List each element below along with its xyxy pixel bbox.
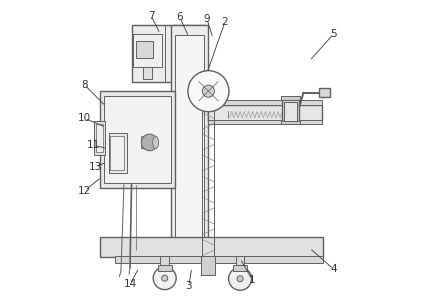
Text: 5: 5 — [330, 29, 337, 39]
Text: 11: 11 — [87, 141, 100, 151]
Ellipse shape — [153, 136, 159, 148]
Bar — [96, 124, 103, 152]
Bar — [208, 105, 321, 121]
Ellipse shape — [141, 134, 158, 151]
Bar — [133, 34, 162, 67]
Text: 4: 4 — [330, 264, 337, 274]
Text: 6: 6 — [176, 12, 183, 22]
Bar — [281, 121, 301, 124]
Text: 9: 9 — [204, 14, 210, 24]
Bar — [171, 25, 208, 257]
Text: 7: 7 — [148, 11, 155, 21]
Circle shape — [153, 267, 176, 290]
Bar — [160, 255, 169, 268]
Circle shape — [237, 276, 243, 282]
Text: 1: 1 — [249, 275, 255, 285]
Bar — [282, 99, 299, 123]
Text: 2: 2 — [222, 17, 228, 27]
Bar — [100, 238, 323, 257]
Bar — [216, 100, 321, 105]
Bar — [100, 91, 175, 188]
Text: 12: 12 — [78, 186, 91, 196]
Circle shape — [202, 85, 214, 97]
Bar — [208, 120, 321, 124]
Bar — [284, 102, 297, 121]
Text: 8: 8 — [81, 80, 88, 90]
Bar — [143, 67, 152, 79]
Text: 3: 3 — [186, 281, 192, 291]
Bar — [281, 96, 301, 100]
Text: 10: 10 — [78, 113, 91, 123]
Bar — [141, 146, 150, 148]
Bar — [236, 255, 244, 268]
Circle shape — [162, 275, 168, 281]
Circle shape — [229, 267, 252, 290]
Bar — [109, 133, 127, 173]
Bar — [175, 35, 204, 252]
Bar — [318, 88, 330, 97]
Text: 14: 14 — [123, 279, 137, 289]
Bar — [104, 96, 171, 183]
Bar — [131, 25, 206, 82]
Text: 13: 13 — [89, 161, 102, 171]
Bar — [136, 42, 153, 58]
Circle shape — [188, 71, 229, 112]
Bar — [141, 136, 143, 148]
Bar — [95, 121, 105, 155]
Bar — [233, 265, 247, 271]
Bar — [115, 255, 323, 263]
Bar — [158, 265, 172, 271]
Bar — [204, 255, 212, 275]
Bar — [111, 136, 124, 170]
Bar — [202, 255, 215, 275]
